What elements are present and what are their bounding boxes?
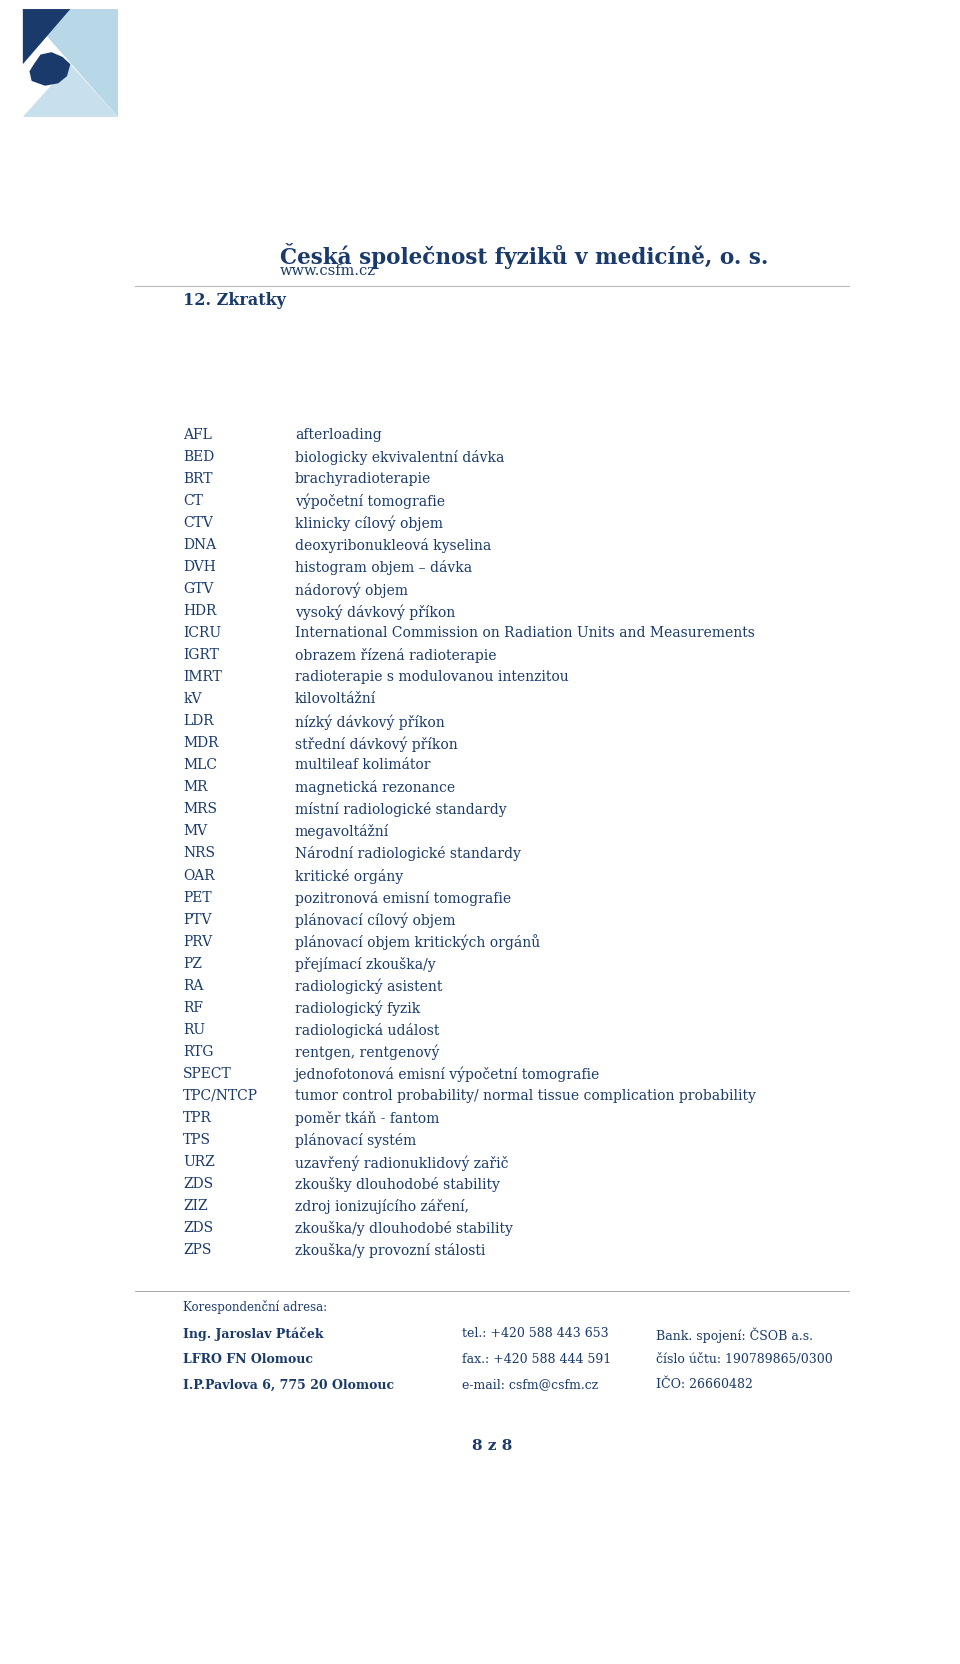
Text: ZDS: ZDS — [183, 1221, 213, 1235]
Text: LFRO FN Olomouc: LFRO FN Olomouc — [183, 1353, 313, 1366]
Text: Korespondenční adresa:: Korespondenční adresa: — [183, 1300, 327, 1315]
Text: RF: RF — [183, 1000, 204, 1015]
Polygon shape — [23, 65, 118, 116]
Text: PET: PET — [183, 890, 212, 905]
Text: nádorový objem: nádorový objem — [295, 582, 408, 597]
Text: poměr tkáň - fantom: poměr tkáň - fantom — [295, 1112, 440, 1127]
Text: RA: RA — [183, 978, 204, 993]
Text: střední dávkový příkon: střední dávkový příkon — [295, 735, 458, 752]
Text: multileaf kolimátor: multileaf kolimátor — [295, 759, 430, 772]
Text: rentgen, rentgenový: rentgen, rentgenový — [295, 1045, 440, 1060]
Text: PTV: PTV — [183, 912, 212, 927]
Text: TPS: TPS — [183, 1133, 211, 1146]
Text: fax.: +420 588 444 591: fax.: +420 588 444 591 — [463, 1353, 612, 1366]
Text: uzavřený radionuklidový zařič: uzavřený radionuklidový zařič — [295, 1155, 509, 1170]
Text: nízký dávkový příkon: nízký dávkový příkon — [295, 714, 444, 730]
Text: plánovací cílový objem: plánovací cílový objem — [295, 912, 455, 929]
Text: histogram objem – dávka: histogram objem – dávka — [295, 561, 472, 576]
Text: MDR: MDR — [183, 735, 219, 750]
Text: plánovací systém: plánovací systém — [295, 1133, 416, 1148]
Text: zkouška/y provozní stálosti: zkouška/y provozní stálosti — [295, 1243, 485, 1258]
Text: RTG: RTG — [183, 1045, 214, 1058]
Text: CT: CT — [183, 494, 204, 508]
Text: deoxyribonukleová kyselina: deoxyribonukleová kyselina — [295, 537, 492, 552]
Text: kV: kV — [183, 692, 202, 706]
Text: plánovací objem kritických orgánů: plánovací objem kritických orgánů — [295, 935, 540, 950]
Text: IGRT: IGRT — [183, 649, 219, 662]
Text: AFL: AFL — [183, 428, 212, 441]
Text: MRS: MRS — [183, 802, 217, 817]
Text: obrazem řízená radioterapie: obrazem řízená radioterapie — [295, 649, 496, 664]
Text: International Commission on Radiation Units and Measurements: International Commission on Radiation Un… — [295, 626, 755, 641]
Text: MLC: MLC — [183, 759, 217, 772]
Text: NRS: NRS — [183, 847, 215, 860]
Text: BRT: BRT — [183, 473, 213, 486]
Text: ZDS: ZDS — [183, 1176, 213, 1191]
Text: radioterapie s modulovanou intenzitou: radioterapie s modulovanou intenzitou — [295, 671, 568, 684]
Text: tel.: +420 588 443 653: tel.: +420 588 443 653 — [463, 1328, 609, 1340]
Text: tumor control probability/ normal tissue complication probability: tumor control probability/ normal tissue… — [295, 1088, 756, 1103]
Text: megavoltážní: megavoltážní — [295, 824, 389, 839]
Text: přejímací zkouška/y: přejímací zkouška/y — [295, 957, 436, 972]
Text: HDR: HDR — [183, 604, 217, 617]
Text: kilovoltážní: kilovoltážní — [295, 692, 376, 706]
Text: Bank. spojení: ČSOB a.s.: Bank. spojení: ČSOB a.s. — [656, 1328, 813, 1343]
Text: radiologický fyzik: radiologický fyzik — [295, 1000, 420, 1017]
Text: zkoušky dlouhodobé stability: zkoušky dlouhodobé stability — [295, 1176, 500, 1191]
Text: brachyradioterapie: brachyradioterapie — [295, 473, 431, 486]
Text: radiologická událost: radiologická událost — [295, 1023, 440, 1038]
Text: RU: RU — [183, 1023, 205, 1037]
Text: CTV: CTV — [183, 516, 213, 529]
Text: IČO: 26660482: IČO: 26660482 — [656, 1378, 753, 1391]
Text: místní radiologické standardy: místní radiologické standardy — [295, 802, 507, 817]
Text: PRV: PRV — [183, 935, 212, 948]
Text: SPECT: SPECT — [183, 1067, 232, 1082]
Text: MV: MV — [183, 824, 207, 839]
Text: e-mail: csfm@csfm.cz: e-mail: csfm@csfm.cz — [463, 1378, 598, 1391]
Text: PZ: PZ — [183, 957, 203, 970]
Text: jednofotonová emisní výpočetní tomografie: jednofotonová emisní výpočetní tomografi… — [295, 1067, 600, 1082]
Text: Česká společnost fyziků v medicíně, o. s.: Česká společnost fyziků v medicíně, o. s… — [280, 243, 768, 270]
Text: 12. Zkratky: 12. Zkratky — [183, 291, 286, 310]
Text: GTV: GTV — [183, 582, 214, 596]
Text: URZ: URZ — [183, 1155, 215, 1170]
Text: ZPS: ZPS — [183, 1243, 211, 1258]
Text: ZIZ: ZIZ — [183, 1200, 208, 1213]
Text: Ing. Jaroslav Ptáček: Ing. Jaroslav Ptáček — [183, 1328, 324, 1341]
Text: kritické orgány: kritické orgány — [295, 869, 403, 884]
Text: TPC/NTCP: TPC/NTCP — [183, 1088, 258, 1103]
Text: www.csfm.cz: www.csfm.cz — [280, 265, 376, 278]
Text: IMRT: IMRT — [183, 671, 222, 684]
Text: výpočetní tomografie: výpočetní tomografie — [295, 494, 444, 509]
Text: MR: MR — [183, 780, 207, 794]
Text: biologicky ekvivalentní dávka: biologicky ekvivalentní dávka — [295, 449, 504, 464]
Text: LDR: LDR — [183, 714, 214, 729]
Text: radiologický asistent: radiologický asistent — [295, 978, 443, 993]
Text: číslo účtu: 190789865/0300: číslo účtu: 190789865/0300 — [656, 1353, 832, 1366]
Polygon shape — [30, 52, 70, 87]
Polygon shape — [23, 8, 118, 116]
Text: afterloading: afterloading — [295, 428, 381, 441]
Text: DNA: DNA — [183, 537, 216, 552]
Text: zdroj ionizujícího záření,: zdroj ionizujícího záření, — [295, 1200, 468, 1215]
Text: TPR: TPR — [183, 1112, 212, 1125]
Text: Národní radiologické standardy: Národní radiologické standardy — [295, 847, 520, 862]
Text: pozitronová emisní tomografie: pozitronová emisní tomografie — [295, 890, 511, 905]
Text: magnetická rezonance: magnetická rezonance — [295, 780, 455, 795]
Text: vysoký dávkový příkon: vysoký dávkový příkon — [295, 604, 455, 619]
Text: 8 z 8: 8 z 8 — [471, 1439, 513, 1453]
Text: I.P.Pavlova 6, 775 20 Olomouc: I.P.Pavlova 6, 775 20 Olomouc — [183, 1378, 395, 1391]
Text: klinicky cílový objem: klinicky cílový objem — [295, 516, 443, 531]
Text: ICRU: ICRU — [183, 626, 222, 641]
Text: OAR: OAR — [183, 869, 215, 882]
Polygon shape — [23, 8, 70, 65]
Text: zkouška/y dlouhodobé stability: zkouška/y dlouhodobé stability — [295, 1221, 513, 1236]
Text: DVH: DVH — [183, 561, 216, 574]
Text: BED: BED — [183, 449, 214, 464]
